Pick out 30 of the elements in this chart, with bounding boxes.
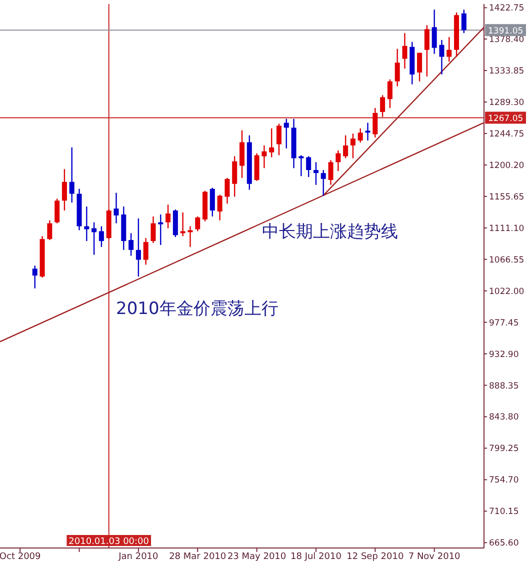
y-tick-label: 665.60 xyxy=(489,538,519,549)
y-tick-label: 1155.65 xyxy=(489,192,524,202)
y-tick-label: 888.35 xyxy=(489,381,519,392)
y-tick-label: 1200.20 xyxy=(489,160,524,171)
x-tick-label: Jan 2010 xyxy=(118,552,159,561)
ref-line-label: 2010.01.03 00:00 xyxy=(68,537,150,547)
x-tick-label: 12 Sep 2010 xyxy=(346,552,404,561)
ref-line-label: 1267.05 xyxy=(488,114,524,124)
y-tick-label: 1378.40 xyxy=(489,35,524,46)
x-tick-label: 23 May 2010 xyxy=(227,552,286,561)
x-tick-label: 28 Mar 2010 xyxy=(169,552,226,561)
x-tick-label: 18 Jul 2010 xyxy=(290,552,342,561)
x-tick-label: Oct 2009 xyxy=(0,552,42,561)
x-tick-label: 7 Nov 2010 xyxy=(408,552,461,561)
annotation: 中长期上涨趋势线 xyxy=(262,222,398,242)
y-tick-label: 843.80 xyxy=(489,412,519,423)
y-tick-label: 1289.30 xyxy=(489,98,524,108)
annotation: 2010年金价震荡上行 xyxy=(116,299,278,319)
y-tick-label: 1333.85 xyxy=(489,66,524,77)
y-tick-label: 710.15 xyxy=(489,507,519,518)
y-tick-label: 977.45 xyxy=(489,318,519,328)
y-tick-label: 1022.00 xyxy=(489,286,524,297)
y-tick-label: 754.70 xyxy=(489,476,519,486)
y-tick-label: 799.25 xyxy=(489,444,519,454)
y-tick-label: 1111.10 xyxy=(489,224,524,234)
y-tick-label: 1244.75 xyxy=(489,129,524,140)
y-tick-label: 1422.75 xyxy=(489,4,524,14)
y-tick-label: 1066.55 xyxy=(489,255,524,266)
ref-line-label: 1391.05 xyxy=(488,26,524,37)
y-tick-label: 932.90 xyxy=(489,350,519,360)
